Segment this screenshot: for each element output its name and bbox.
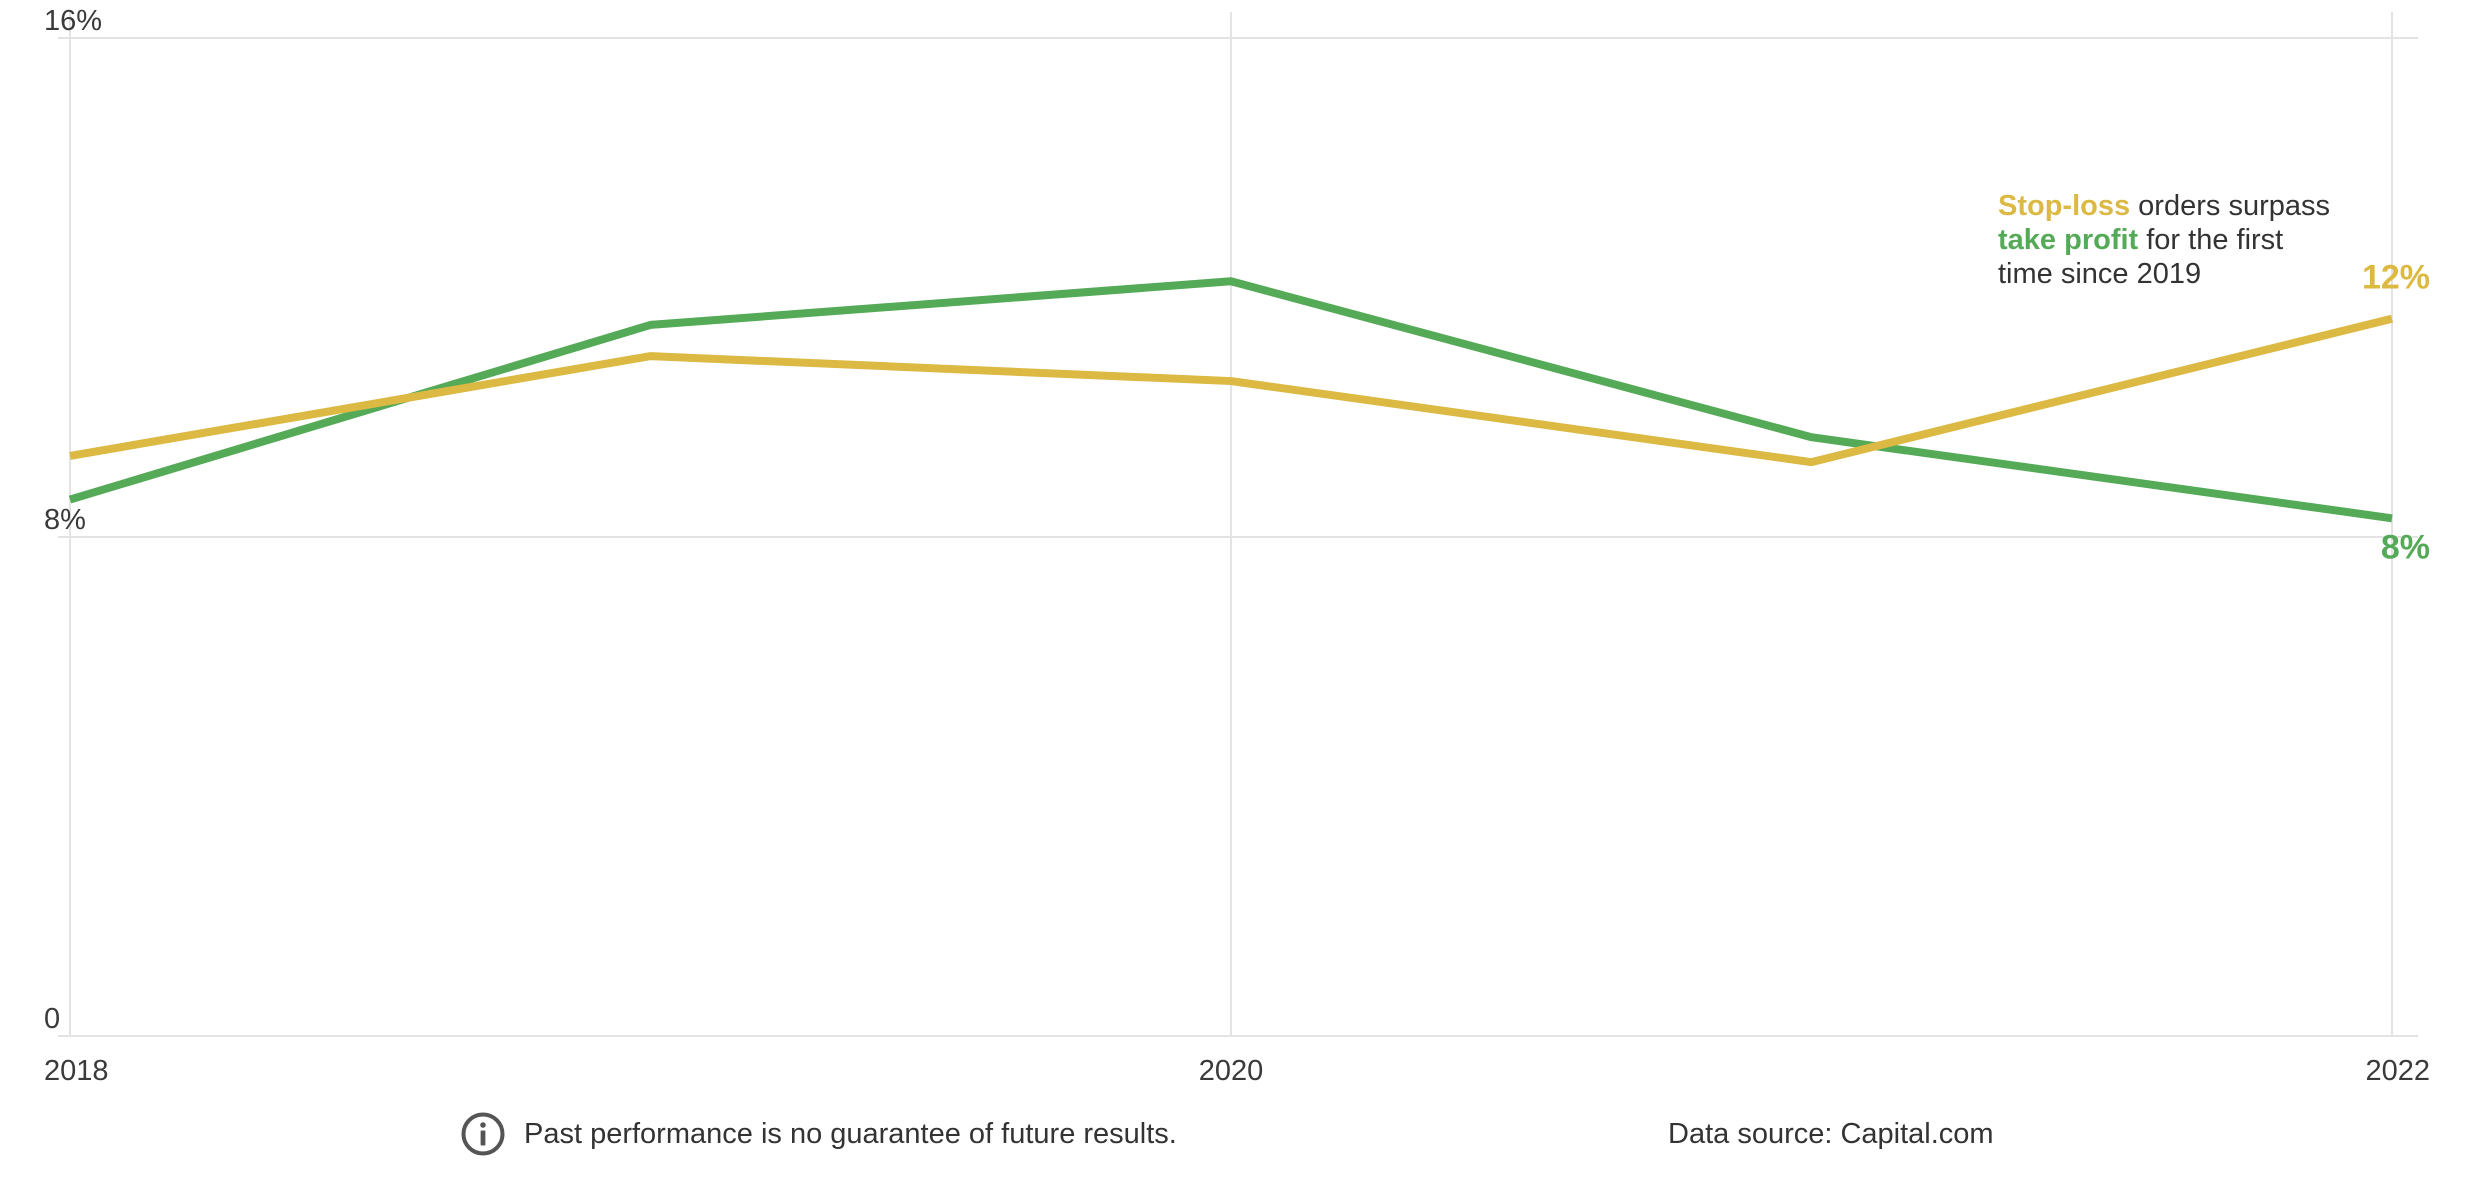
data-source: Data source: Capital.com (1668, 1117, 1994, 1150)
end-label-take-profit: 8% (2381, 528, 2430, 566)
series-lines (68, 277, 2393, 523)
annotation-line-3: time since 2019 (1998, 258, 2201, 290)
annotation-stop-loss-term: Stop-loss (1998, 190, 2130, 222)
y-tick-label: 0 (44, 1003, 60, 1035)
annotation-line-2-rest: for the first (2138, 224, 2283, 256)
grid (58, 12, 2418, 1037)
disclaimer-text: Past performance is no guarantee of futu… (524, 1117, 1177, 1150)
axes: 16% 8% 0 2018 2020 2022 (44, 5, 2430, 1087)
annotation-line-1: Stop-loss orders surpass (1998, 190, 2330, 222)
annotation-line-2: take profit for the first (1998, 224, 2283, 256)
end-labels: 8% 12% (2362, 259, 2430, 567)
y-tick-label: 16% (44, 5, 102, 37)
annotation-line-1-rest: orders surpass (2130, 190, 2330, 222)
series-line-stop-loss (69, 314, 2393, 467)
x-tick-label: 2020 (1199, 1055, 1264, 1087)
x-tick-label: 2018 (44, 1055, 109, 1087)
footer-disclaimer: Past performance is no guarantee of futu… (460, 1108, 1177, 1160)
end-label-stop-loss: 12% (2362, 259, 2430, 297)
x-tick-label: 2022 (2365, 1055, 2430, 1087)
info-circle-icon (461, 1112, 505, 1156)
series-line-take-profit (68, 277, 2393, 523)
y-tick-label: 8% (44, 504, 86, 536)
annotation-take-profit-term: take profit (1998, 224, 2139, 256)
